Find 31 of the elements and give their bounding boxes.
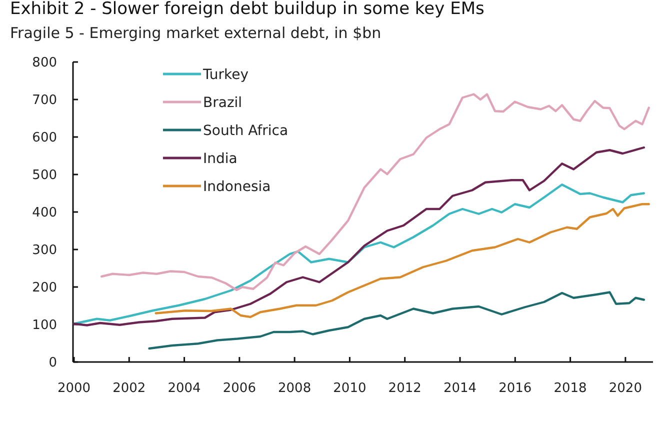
legend-label: Brazil <box>203 94 242 111</box>
legend-label: South Africa <box>203 122 288 139</box>
line-series <box>100 93 650 292</box>
x-tick-label: 2020 <box>608 381 642 396</box>
x-tick-label: 2008 <box>278 381 312 396</box>
x-tick-label: 2016 <box>498 381 532 396</box>
x-tick-label: 2004 <box>168 381 201 396</box>
legend-label: Indonesia <box>203 178 271 195</box>
x-tick-label: 2006 <box>222 381 256 396</box>
chart-subtitle: Fragile 5 - Emerging market external debt, in $bn <box>10 24 382 42</box>
y-tick-label: 100 <box>32 318 57 334</box>
legend-label: Turkey <box>202 66 249 83</box>
legend-label: India <box>203 150 238 167</box>
line-series <box>154 203 650 318</box>
x-tick-label: 2010 <box>333 381 366 396</box>
x-tick-label: 2002 <box>112 381 146 396</box>
x-tick-label: 2012 <box>388 381 422 396</box>
y-tick-label: 800 <box>32 56 57 71</box>
x-tick-label: 2000 <box>57 381 91 396</box>
y-tick-label: 300 <box>32 243 57 258</box>
line-series <box>72 146 645 326</box>
x-tick-label: 2018 <box>554 381 587 396</box>
y-tick-label: 500 <box>32 168 57 184</box>
line-series <box>148 291 645 350</box>
y-tick-label: 200 <box>32 280 57 296</box>
chart-title: Exhibit 2 - Slower foreign debt buildup in some key EMs <box>10 0 484 19</box>
y-tick-label: 600 <box>32 130 57 146</box>
x-tick-label: 2014 <box>443 381 477 396</box>
y-tick-label: 0 <box>48 356 57 371</box>
y-tick-label: 400 <box>32 206 57 221</box>
y-tick-label: 700 <box>32 93 57 108</box>
